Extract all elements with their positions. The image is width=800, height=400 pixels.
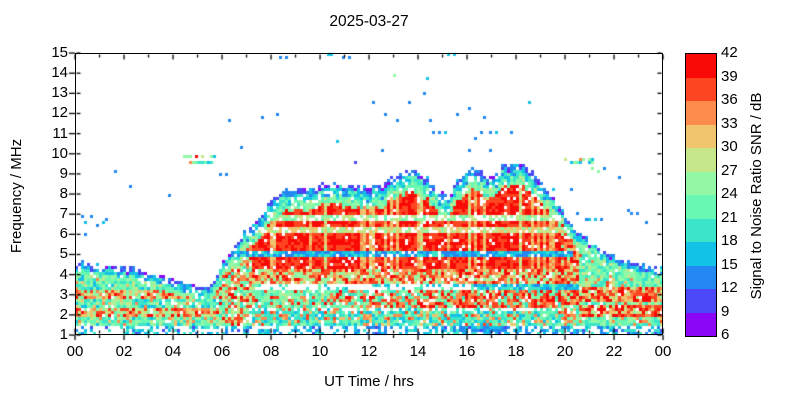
colorbar-band — [686, 54, 716, 78]
colorbar-band — [686, 242, 716, 266]
colorbar-label: Signal to Noise Ratio SNR / dB — [748, 92, 765, 300]
colorbar-band — [686, 265, 716, 289]
colorbar-band — [686, 148, 716, 172]
colorbar-band — [686, 124, 716, 148]
colorbar-band — [686, 195, 716, 219]
colorbar-band — [686, 101, 716, 125]
colorbar-band — [686, 218, 716, 242]
y-axis-label: Frequency / MHz — [8, 138, 25, 254]
colorbar-band — [686, 77, 716, 101]
colorbar-band — [686, 289, 716, 313]
x-axis-label: UT Time / hrs — [324, 373, 414, 390]
colorbar-band — [686, 171, 716, 195]
colorbar — [685, 53, 717, 337]
colorbar-band — [686, 312, 716, 336]
chart-title: 2025-03-27 — [329, 13, 409, 30]
